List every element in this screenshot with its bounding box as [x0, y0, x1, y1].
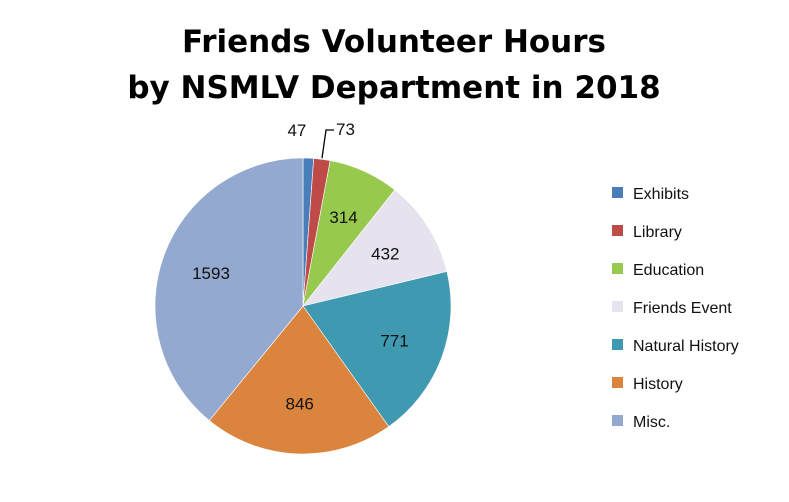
- legend-swatch: [612, 415, 623, 426]
- pie-slice-natural-history: [302, 271, 452, 428]
- leader-line: [321, 129, 334, 159]
- legend: Exhibits Library Education Friends Event Nat…: [612, 186, 739, 431]
- chart-title-line-2: by NSMLV Department in 2018: [127, 70, 660, 106]
- pie-slice-history: [208, 305, 390, 455]
- data-label: 432: [371, 244, 399, 263]
- pie-slice-misc: [154, 157, 304, 421]
- legend-label: Friends Event: [633, 300, 732, 317]
- legend-label: Education: [633, 262, 704, 279]
- legend-label: Library: [633, 224, 682, 241]
- chart-title-line-1: Friends Volunteer Hours: [182, 24, 606, 60]
- legend-swatch: [612, 225, 623, 236]
- legend-label: Natural History: [633, 338, 739, 355]
- legend-label: Misc.: [633, 414, 670, 431]
- legend-swatch: [612, 339, 623, 350]
- legend-swatch: [612, 187, 623, 198]
- pie-slice-friends-event: [302, 189, 448, 307]
- data-label: 314: [329, 208, 357, 227]
- slice-labels: 47 73 314 432 771 846 1593: [192, 120, 409, 414]
- pie-slices: [154, 157, 452, 455]
- leader-lines: [321, 129, 334, 159]
- legend-swatch: [612, 377, 623, 388]
- data-label: 1593: [192, 264, 230, 283]
- data-label: 47: [287, 121, 306, 140]
- legend-swatch: [612, 301, 623, 312]
- data-label: 771: [380, 331, 408, 350]
- data-label: 846: [286, 395, 314, 414]
- legend-label: History: [633, 376, 683, 393]
- data-label: 73: [336, 120, 355, 139]
- legend-swatch: [612, 263, 623, 274]
- legend-label: Exhibits: [633, 186, 689, 203]
